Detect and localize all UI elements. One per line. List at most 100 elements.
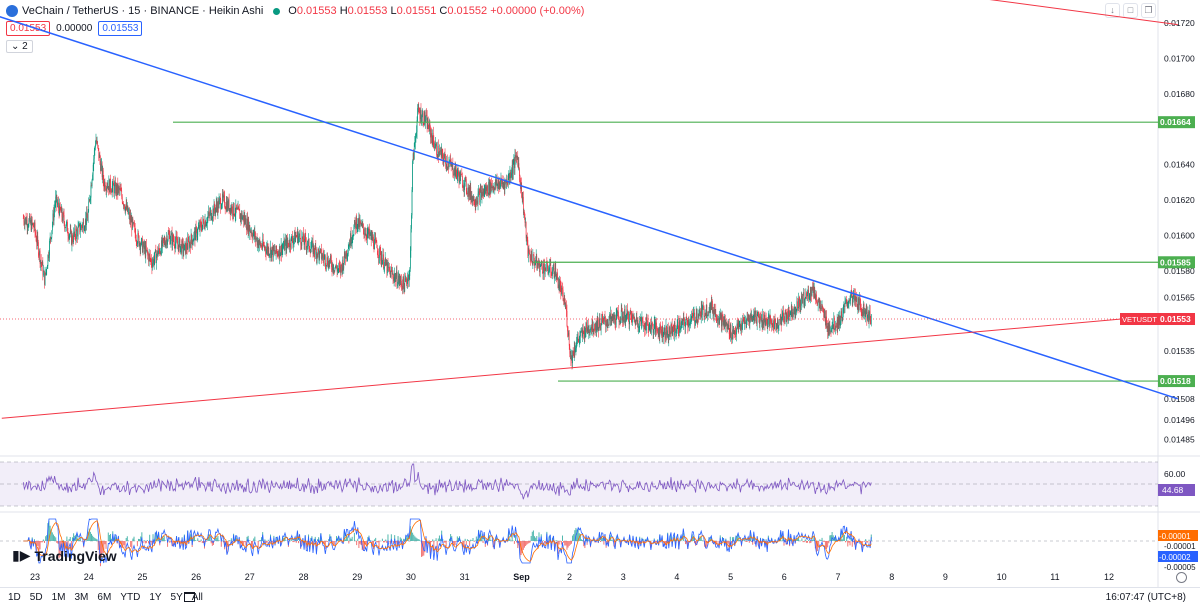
candle-body [699,308,700,314]
macd-histogram-bar [231,541,233,543]
candle-body [418,111,420,114]
settings-gear-icon[interactable] [1176,572,1187,583]
candle-body [707,311,709,316]
candle-body [134,225,135,227]
range-all[interactable]: All [191,592,203,603]
candle-body [322,254,323,258]
macd-histogram-bar [614,541,616,549]
indicators-toggle[interactable]: ⌄ 2 [6,40,33,53]
candle-body [850,294,851,301]
candle-body [578,339,580,342]
macd-histogram-bar [464,538,466,541]
macd-histogram-bar [746,541,748,542]
candle-body [477,193,479,205]
candle-body [852,297,854,305]
descending-resistance-trendline[interactable] [0,9,1179,400]
range-6m[interactable]: 6M [97,592,112,603]
range-1m[interactable]: 1M [51,592,66,603]
macd-histogram-bar [163,536,165,541]
candle-body [529,253,530,255]
buy-price-box[interactable]: 0.01553 [98,21,143,36]
ascending-support-trendline[interactable] [1,314,1162,419]
pane-toolbar: ↓ □ ❐ [1105,3,1156,18]
candle-body [287,242,289,244]
range-ytd[interactable]: YTD [120,592,141,603]
macd-histogram-bar [201,541,203,544]
range-5y[interactable]: 5Y [170,592,183,603]
candle-body [730,324,732,338]
price-tick-label: 0.01600 [1164,231,1195,241]
candle-body [520,180,521,190]
macd-histogram-bar [499,541,501,548]
candle-body [62,217,63,221]
candle-body [622,311,623,321]
candle-body [455,165,457,176]
move-down-icon[interactable]: ↓ [1105,3,1120,18]
candle-body [166,238,167,242]
candle-body [849,299,850,301]
candle-body [854,295,856,301]
candle-body [799,303,801,310]
candle-body [837,317,839,329]
range-3m[interactable]: 3M [74,592,89,603]
candle-body [840,311,842,322]
candle-body [478,191,480,193]
clock[interactable]: 16:07:47 (UTC+8) [1105,592,1186,603]
candle-body [174,246,176,249]
candle-body [393,277,394,281]
candle-body [633,315,634,318]
candle-body [723,320,725,326]
upper-red-line-trendline[interactable] [925,0,1178,26]
maximize-icon[interactable]: □ [1123,3,1138,18]
candle-body [857,297,859,309]
candle-body [735,333,737,335]
calendar-icon[interactable] [184,592,195,602]
candle-body [503,184,505,185]
macd-histogram-bar [170,541,172,542]
candle-body [191,234,192,240]
candle-body [377,254,379,255]
candle-body [374,238,376,240]
candle-body [26,219,27,224]
candle-body [733,332,735,334]
candle-body [108,180,110,191]
macd-histogram-bar [443,541,445,543]
candle-body [239,210,241,219]
macd-histogram-bar [274,541,276,544]
candle-body [238,206,239,210]
macd-histogram-bar [616,536,618,541]
candle-body [241,213,243,220]
candle-body [152,259,154,264]
candle-body [308,238,309,241]
candle-body [380,257,382,261]
restore-icon[interactable]: ❐ [1141,3,1156,18]
candle-body [582,329,583,337]
candle-body [465,179,467,191]
macd-histogram-bar [316,539,318,541]
candle-body [338,265,340,267]
macd-histogram-bar [535,537,537,541]
candle-body [311,241,313,247]
macd-histogram-bar [142,541,144,544]
candle-body [111,186,113,193]
chart-canvas[interactable]: 0.017200.017000.016800.016400.016200.016… [0,0,1200,587]
symbol-title[interactable]: VeChain / TetherUS · 15 · BINANCE · Heik… [22,5,264,17]
macd-hist-value: -0.00002 [1159,553,1191,562]
candle-body [347,248,349,255]
sell-price-box[interactable]: 0.01553 [6,21,51,36]
range-5d[interactable]: 5D [29,592,43,603]
candle-body [317,248,319,258]
candle-body [105,188,106,190]
macd-histogram-bar [579,533,581,541]
candle-body [765,319,766,326]
range-1y[interactable]: 1Y [149,592,162,603]
candle-body [249,225,251,232]
candle-body [449,159,451,163]
candle-body [363,229,365,235]
candle-body [345,251,347,259]
candle-body [576,340,578,343]
range-1d[interactable]: 1D [8,592,21,603]
time-tick-label: 25 [137,572,147,582]
chart-legend: VeChain / TetherUS · 15 · BINANCE · Heik… [6,4,584,18]
candle-body [39,250,41,264]
